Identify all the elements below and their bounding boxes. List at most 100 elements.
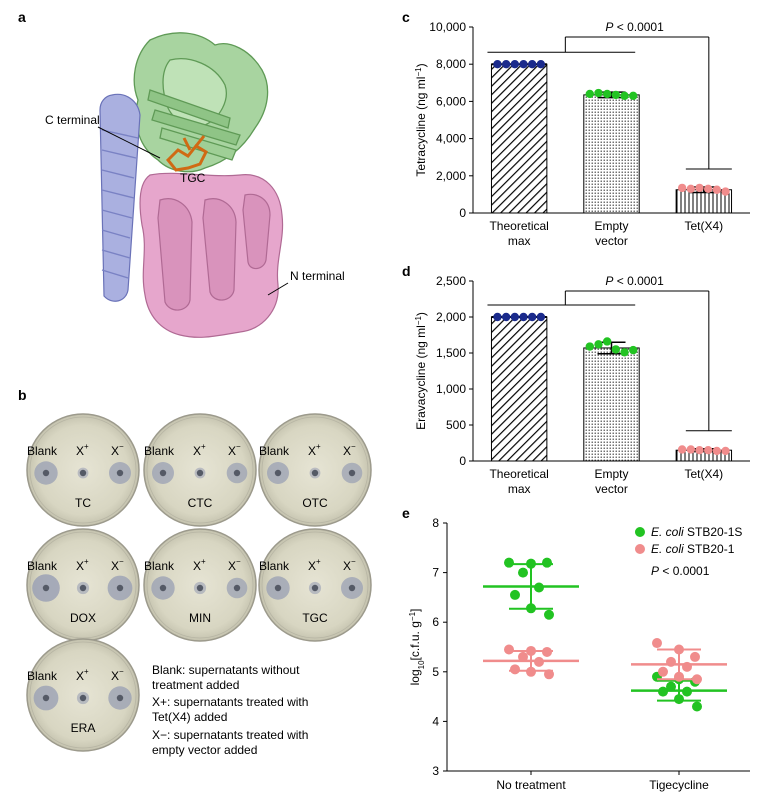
data-point bbox=[629, 345, 638, 355]
y-tick-label: 4 bbox=[432, 714, 439, 728]
data-point bbox=[677, 183, 687, 193]
data-point bbox=[674, 694, 684, 705]
well-label-xminus: X bbox=[228, 559, 236, 573]
legend-marker bbox=[635, 527, 645, 537]
x-category-label: max bbox=[508, 234, 531, 248]
y-axis-label: Eravacycline (ng ml−1) bbox=[414, 312, 429, 430]
data-point bbox=[534, 582, 544, 593]
well-xplus bbox=[196, 584, 204, 592]
y-tick-label: 5 bbox=[432, 665, 439, 679]
legend-line-3: X+: supernatants treated with bbox=[152, 695, 308, 709]
well-xplus bbox=[311, 584, 319, 592]
bar bbox=[583, 94, 640, 214]
well-blank bbox=[159, 584, 167, 592]
data-point bbox=[703, 446, 713, 455]
helix-blue bbox=[99, 93, 141, 302]
well-blank bbox=[42, 694, 50, 702]
legend-line-4: Tet(X4) added bbox=[152, 710, 227, 724]
y-tick-label: 6 bbox=[432, 615, 439, 629]
plate-name: ERA bbox=[71, 721, 96, 735]
data-point bbox=[493, 59, 502, 69]
data-point bbox=[695, 446, 704, 455]
data-point bbox=[594, 88, 603, 98]
plate-name: CTC bbox=[188, 496, 213, 510]
x-category-label: Tet(X4) bbox=[684, 219, 723, 233]
plate-tgc: Blank X + X −TGC bbox=[258, 528, 372, 642]
y-tick-label: 0 bbox=[459, 206, 466, 220]
y-tick-label: 8,000 bbox=[436, 57, 466, 71]
c-terminal-label: C terminal bbox=[45, 113, 100, 127]
p-value-annotation: P < 0.0001 bbox=[605, 20, 664, 34]
data-point bbox=[712, 185, 722, 194]
plate-rim bbox=[146, 416, 254, 524]
bar bbox=[583, 347, 640, 462]
y-axis-label: Tetracycline (ng ml−1) bbox=[414, 63, 429, 176]
well-label-xminus: X bbox=[111, 559, 119, 573]
data-point bbox=[712, 446, 722, 456]
legend-line-6: empty vector added bbox=[152, 743, 257, 757]
well-xplus bbox=[311, 469, 319, 477]
well-label-xplus-sup: + bbox=[201, 442, 206, 451]
x-category-label: Tet(X4) bbox=[684, 467, 723, 481]
data-point bbox=[518, 651, 528, 662]
y-tick-label: 0 bbox=[459, 454, 466, 468]
well-xplus bbox=[79, 694, 87, 702]
well-label-blank: Blank bbox=[144, 444, 175, 458]
n-terminal-label: N terminal bbox=[290, 269, 345, 283]
well-label-xminus-sup: − bbox=[119, 557, 124, 566]
well-blank bbox=[274, 469, 282, 477]
p-value-annotation: P < 0.0001 bbox=[651, 564, 710, 578]
data-point bbox=[690, 651, 700, 662]
data-point bbox=[703, 184, 713, 194]
data-point bbox=[542, 646, 552, 657]
well-label-xminus-sup: − bbox=[236, 557, 241, 566]
plate-tc: Blank X + X −TC bbox=[26, 413, 140, 527]
plate-rim bbox=[29, 531, 137, 639]
data-point bbox=[611, 90, 621, 100]
plate-ctc: Blank X + X −CTC bbox=[143, 413, 257, 527]
data-point bbox=[526, 666, 536, 677]
plate-era: Blank X + X −ERA bbox=[26, 638, 140, 752]
well-xminus bbox=[348, 469, 356, 477]
well-label-blank: Blank bbox=[27, 669, 58, 683]
data-point bbox=[602, 89, 612, 99]
data-point bbox=[620, 91, 629, 101]
data-point bbox=[686, 445, 696, 454]
data-point bbox=[692, 701, 702, 712]
y-tick-label: 500 bbox=[446, 418, 466, 432]
data-point bbox=[658, 666, 668, 677]
c-terminal-leader bbox=[97, 126, 161, 159]
bar bbox=[490, 63, 548, 214]
well-xminus bbox=[116, 469, 124, 477]
x-category-label: Theoretical bbox=[489, 467, 548, 481]
y-tick-label: 7 bbox=[432, 566, 439, 580]
y-tick-label: 1,500 bbox=[436, 346, 466, 360]
data-point bbox=[519, 312, 528, 322]
data-point bbox=[527, 312, 537, 322]
well-label-xplus-sup: + bbox=[84, 667, 89, 676]
data-point bbox=[510, 664, 520, 675]
well-label-xplus: X bbox=[76, 669, 84, 683]
y-tick-label: 10,000 bbox=[429, 20, 466, 34]
data-point bbox=[585, 342, 594, 351]
chart-e-cfu: 3 4 5 6 7 8 log10[c.f.u. g−1] No treatment Tigec… bbox=[408, 516, 750, 792]
x-category-label: Empty bbox=[594, 219, 628, 233]
data-point bbox=[544, 609, 554, 620]
data-point bbox=[585, 89, 594, 99]
well-xminus bbox=[348, 584, 356, 592]
well-blank bbox=[42, 584, 50, 592]
well-label-xplus: X bbox=[308, 559, 316, 573]
well-label-xplus: X bbox=[308, 444, 316, 458]
well-xplus bbox=[79, 469, 87, 477]
well-xminus bbox=[116, 584, 124, 592]
data-point bbox=[658, 686, 668, 697]
well-label-xminus-sup: − bbox=[351, 557, 356, 566]
well-xminus bbox=[116, 694, 124, 702]
plate-otc: Blank X + X −OTC bbox=[258, 413, 372, 527]
protein-structure bbox=[99, 32, 284, 338]
well-label-blank: Blank bbox=[27, 559, 58, 573]
x-category-label: vector bbox=[595, 482, 628, 496]
plate-rim bbox=[29, 641, 137, 749]
